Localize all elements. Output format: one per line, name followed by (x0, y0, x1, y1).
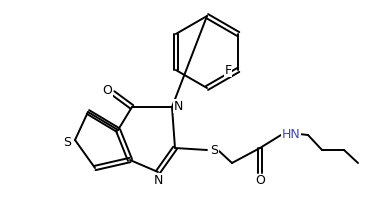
Text: S: S (210, 145, 218, 157)
Text: N: N (173, 99, 183, 113)
Text: HN: HN (282, 127, 300, 141)
Text: O: O (102, 85, 112, 97)
Text: S: S (63, 136, 71, 148)
Text: N: N (153, 173, 163, 187)
Text: O: O (255, 175, 265, 187)
Text: F: F (225, 64, 232, 76)
